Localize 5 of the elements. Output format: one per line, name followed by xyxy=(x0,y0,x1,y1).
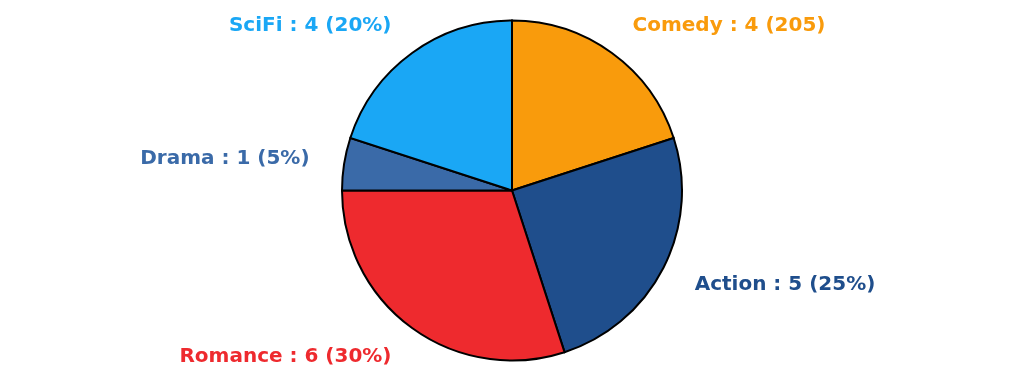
slice-label: Drama : 1 (5%) xyxy=(140,145,310,170)
slice-label: SciFi : 4 (20%) xyxy=(228,11,392,36)
slice-label: Action : 5 (25%) xyxy=(694,270,876,295)
slice-label: Romance : 6 (30%) xyxy=(179,343,392,368)
slice-label: Comedy : 4 (205) xyxy=(632,11,826,36)
